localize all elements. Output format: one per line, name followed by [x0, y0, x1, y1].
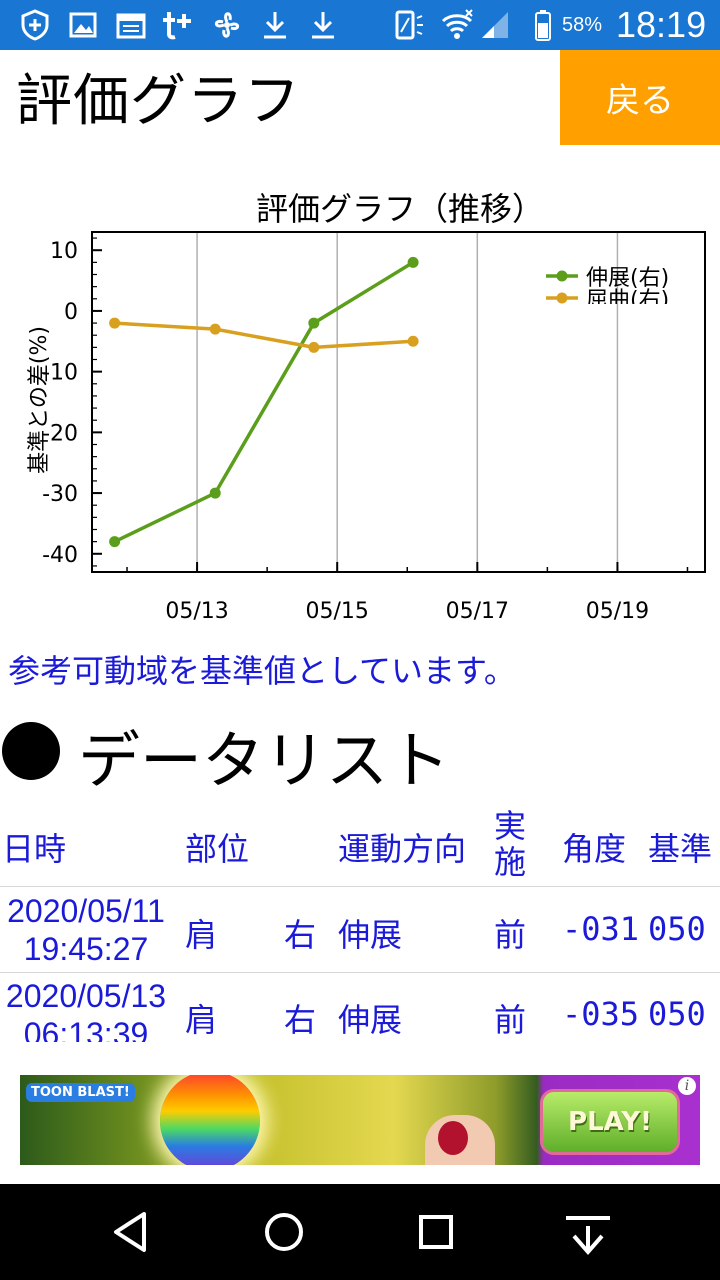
ad-info-icon[interactable]: i — [678, 1077, 696, 1095]
notification-pull-icon[interactable] — [562, 1206, 614, 1258]
image-icon — [66, 8, 100, 42]
row-time: 19:45:27 — [23, 931, 149, 967]
series-line — [113, 260, 415, 544]
row-date: 2020/05/11 — [7, 893, 165, 929]
row-part: 肩 — [185, 916, 218, 954]
series-line — [114, 321, 414, 350]
download-icon — [306, 8, 340, 42]
legend-marker — [556, 270, 568, 282]
y-axis-label: 基準との差(%) — [27, 326, 52, 474]
calendar-icon — [114, 8, 148, 42]
download-icon — [258, 8, 292, 42]
data-point — [407, 335, 419, 347]
y-tick-label: 10 — [50, 239, 78, 264]
screen-rotate-icon — [392, 8, 426, 42]
row-performed: 前 — [494, 916, 527, 954]
header-performed: 実施 — [494, 807, 527, 881]
data-point — [209, 323, 221, 335]
y-tick-label: -20 — [42, 421, 78, 446]
table-header: 日時 部位 運動方向 実施 角度 基準 — [0, 806, 720, 887]
tplus-icon — [160, 8, 194, 42]
row-angle: -035 — [562, 995, 640, 1033]
y-axis: 10 0 -10 -20 -30 -40 — [42, 237, 102, 568]
legend-label: 屈曲(右) — [586, 288, 669, 313]
y-tick-label: -30 — [42, 482, 78, 507]
table-row[interactable]: 2020/05/11 19:45:27 肩 右 伸展 前 -031 050 — [0, 888, 720, 973]
back-button[interactable]: 戻る — [560, 50, 720, 145]
row-movement: 伸展 — [338, 916, 403, 954]
battery-percent: 58% — [562, 14, 603, 36]
plot-area — [91, 231, 706, 573]
data-point — [109, 317, 121, 329]
row-movement: 伸展 — [338, 1001, 403, 1039]
x-axis: 05/13 05/15 05/17 05/19 — [126, 562, 689, 624]
signal-icon — [478, 8, 512, 42]
row-datetime: 2020/05/11 19:45:27 — [0, 892, 172, 968]
row-side: 右 — [284, 916, 317, 954]
ad-play-button[interactable]: PLAY! — [540, 1089, 680, 1155]
home-circle-icon[interactable] — [258, 1206, 310, 1258]
chart-legend: 伸展(右)屈曲(右) — [546, 266, 669, 313]
header-datetime: 日時 — [2, 830, 67, 868]
ad-nail-image — [438, 1121, 468, 1155]
x-tick-label: 05/17 — [446, 599, 509, 624]
x-tick-label: 05/19 — [586, 599, 649, 624]
battery-icon — [530, 8, 564, 42]
header-part: 部位 — [185, 830, 250, 868]
y-tick-label: -40 — [42, 543, 78, 568]
legend-marker — [556, 292, 568, 304]
row-side: 右 — [284, 1001, 317, 1039]
legend-label: 伸展(右) — [586, 266, 669, 291]
chart-series — [109, 256, 419, 548]
data-list-table: 日時 部位 運動方向 実施 角度 基準 2020/05/11 19:45:27 … — [0, 806, 720, 1042]
ad-rainbow-ball-icon — [160, 1075, 260, 1165]
recents-square-icon[interactable] — [410, 1206, 462, 1258]
wifi-icon — [440, 8, 474, 42]
chart-title: 評価グラフ（推移） — [256, 190, 544, 228]
reference-note: 参考可動域を基準値としています。 — [8, 652, 516, 690]
data-point — [308, 317, 320, 329]
row-date: 2020/05/13 — [5, 978, 167, 1014]
data-point — [109, 536, 121, 548]
row-standard: 050 — [648, 910, 706, 948]
navigation-bar — [0, 1184, 720, 1280]
row-angle: -031 — [562, 910, 640, 948]
data-point — [407, 256, 419, 268]
header-direction: 運動方向 — [338, 830, 467, 868]
shield-plus-icon — [18, 8, 52, 42]
x-tick-label: 05/13 — [165, 599, 228, 624]
status-bar: 58% 18:19 — [0, 0, 720, 50]
row-time: 06:13:39 — [23, 1016, 149, 1042]
chart-grid — [196, 232, 619, 572]
data-point — [308, 341, 320, 353]
ad-banner[interactable]: TOON BLAST! PLAY! i — [20, 1075, 700, 1165]
header-standard: 基準 — [648, 830, 713, 868]
evaluation-chart: 評価グラフ（推移） 100-10-20-30-40 05/13 05/15 05/1… — [27, 190, 706, 624]
y-tick-label: 0 — [64, 300, 78, 325]
row-datetime: 2020/05/13 06:13:39 — [0, 977, 172, 1042]
data-point — [209, 487, 221, 499]
table-row[interactable]: 2020/05/13 06:13:39 肩 右 伸展 前 -035 050 — [0, 973, 720, 1042]
fan-icon — [210, 8, 244, 42]
page-title: 評価グラフ — [16, 69, 301, 134]
ad-brand-logo: TOON BLAST! — [26, 1083, 135, 1102]
x-tick-label: 05/15 — [305, 599, 368, 624]
clock: 18:19 — [616, 4, 707, 45]
header-angle: 角度 — [562, 830, 627, 868]
back-triangle-icon[interactable] — [106, 1206, 158, 1258]
y-tick-label: -10 — [42, 361, 78, 386]
row-part: 肩 — [185, 1001, 218, 1039]
row-performed: 前 — [494, 1001, 527, 1039]
row-standard: 050 — [648, 995, 706, 1033]
section-bullet-icon — [2, 722, 60, 780]
section-title: データリスト — [78, 724, 451, 797]
